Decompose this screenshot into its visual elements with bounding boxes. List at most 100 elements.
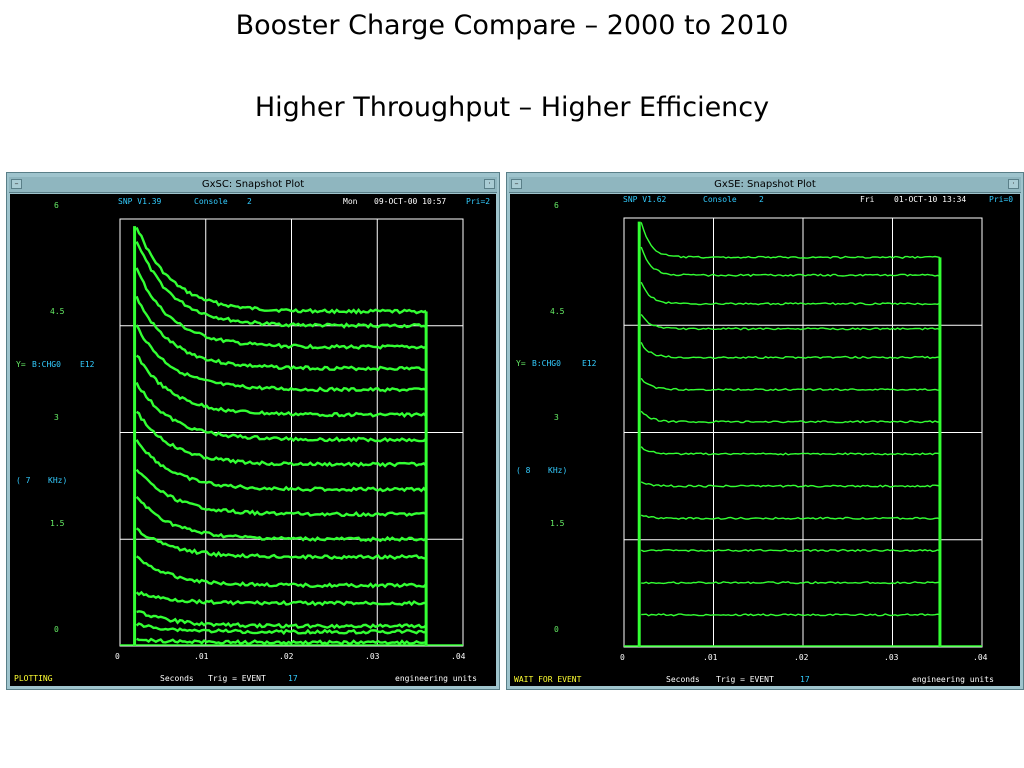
trace-series: [135, 354, 427, 419]
slide-subtitle: Higher Throughput – Higher Efficiency: [254, 92, 770, 123]
units-mode: engineering units: [912, 675, 994, 684]
snapshot-plot-right: 6 4.5 3 1.5 0 0 .01 .02 .03 .04 SNP V1.6…: [514, 195, 1013, 684]
snp-version: SNP V1.62: [623, 195, 667, 204]
trace-series: [135, 324, 427, 393]
y-tick-label: 0: [554, 625, 559, 634]
console-number: 2: [247, 197, 252, 206]
trace-series: [135, 439, 427, 493]
header-datetime: 09-OCT-00 10:57: [374, 197, 446, 206]
snapshot-plot-left: 6 4.5 3 1.5 0 0 .01 .02 .03 .04 SNP V1.3…: [14, 197, 490, 683]
trace-series: [641, 613, 940, 617]
trace-series: [640, 341, 940, 360]
slide-title: Booster Charge Compare – 2000 to 2010: [235, 10, 789, 41]
window-menu-button[interactable]: –: [511, 179, 522, 189]
x-tick-label: .03: [884, 653, 899, 662]
rate-value: ( 8: [516, 466, 531, 475]
snp-version: SNP V1.39: [118, 197, 162, 206]
trace-series: [136, 637, 427, 646]
snapshot-plot-window-left: – GxSC: Snapshot Plot · 6 4.5 3 1.5 0 0 …: [6, 172, 500, 690]
status-text: PLOTTING: [14, 674, 53, 683]
trace-series: [640, 446, 941, 456]
x-tick-labels: 0 .01 .02 .03 .04: [620, 653, 988, 662]
y-tick-label: 4.5: [50, 307, 65, 316]
trace-series: [135, 241, 427, 329]
y-tick-label: 6: [54, 201, 59, 210]
header-priority: Pri=2: [466, 197, 490, 206]
y-label-prefix: Y=: [16, 360, 26, 369]
y-label-prefix: Y=: [516, 359, 526, 368]
rate-unit: KHz): [548, 466, 567, 475]
trigger-label: Trig = EVENT: [716, 675, 774, 684]
trace-series: [640, 246, 941, 277]
trace-series: [640, 548, 941, 553]
window-minimize-button[interactable]: ·: [1008, 179, 1019, 189]
x-tick-label: .02: [279, 652, 294, 661]
x-tick-label: 0: [115, 652, 120, 661]
y-label-units: E12: [80, 360, 95, 369]
y-label-device: B:CHG0: [532, 359, 561, 368]
header-day: Mon: [343, 197, 358, 206]
trace-series: [135, 410, 427, 468]
y-label-device: B:CHG0: [32, 360, 61, 369]
trace-series: [135, 590, 427, 607]
trace-series: [640, 481, 941, 488]
window-titlebar[interactable]: – GxSE: Snapshot Plot ·: [509, 177, 1021, 193]
trace-series: [135, 267, 427, 350]
x-tick-labels: 0 .01 .02 .03 .04: [115, 652, 466, 661]
traces: [120, 226, 463, 646]
x-tick-label: .01: [194, 652, 209, 661]
header-day: Fri: [860, 195, 875, 204]
window-menu-button[interactable]: –: [11, 179, 22, 189]
y-tick-label: 0: [54, 625, 59, 634]
y-tick-label: 3: [54, 413, 59, 422]
rate-unit: KHz): [48, 476, 67, 485]
y-tick-label: 3: [554, 413, 559, 422]
units-mode: engineering units: [395, 674, 477, 683]
trace-series: [641, 580, 940, 585]
trace-series: [135, 496, 427, 543]
traces: [624, 221, 982, 647]
window-title: GxSC: Snapshot Plot: [201, 179, 305, 190]
y-label-units: E12: [582, 359, 597, 368]
trigger-label: Trig = EVENT: [208, 674, 266, 683]
status-text: WAIT FOR EVENT: [514, 675, 582, 684]
grid: [623, 217, 983, 648]
trace-series: [135, 468, 427, 518]
trace-series: [640, 281, 941, 306]
plot-screen: 6 4.5 3 1.5 0 0 .01 .02 .03 .04 SNP V1.3…: [10, 194, 496, 686]
console-label: Console: [194, 197, 228, 206]
y-tick-label: 4.5: [550, 307, 565, 316]
rate-value: ( 7: [16, 476, 31, 485]
x-tick-label: .04: [451, 652, 466, 661]
x-axis-label: Seconds: [160, 674, 194, 683]
trigger-event: 17: [800, 675, 810, 684]
y-tick-label: 6: [554, 201, 559, 210]
x-tick-label: 0: [620, 653, 625, 662]
trace-series: [135, 527, 427, 561]
x-tick-label: .04: [973, 653, 988, 662]
trace-series: [640, 377, 940, 392]
console-label: Console: [703, 195, 737, 204]
trace-series: [135, 295, 427, 372]
x-tick-label: .02: [794, 653, 809, 662]
grid: [119, 218, 464, 647]
trigger-event: 17: [288, 674, 298, 683]
trace-series: [640, 514, 941, 520]
trace-series: [135, 382, 427, 443]
y-tick-label: 1.5: [550, 519, 565, 528]
console-number: 2: [759, 195, 764, 204]
snapshot-plot-window-right: – GxSE: Snapshot Plot · 6 4.5 3 1.5 0 0 …: [506, 172, 1024, 690]
x-axis-label: Seconds: [666, 675, 700, 684]
window-minimize-button[interactable]: ·: [484, 179, 495, 189]
window-titlebar[interactable]: – GxSC: Snapshot Plot ·: [9, 177, 497, 193]
trace-series: [640, 410, 940, 424]
trace-series: [135, 622, 427, 636]
x-tick-label: .03: [365, 652, 380, 661]
trace-series: [640, 222, 941, 259]
window-title: GxSE: Snapshot Plot: [714, 179, 816, 190]
plot-screen: 6 4.5 3 1.5 0 0 .01 .02 .03 .04 SNP V1.6…: [510, 194, 1020, 686]
header-priority: Pri=0: [989, 195, 1013, 204]
trace-series: [135, 555, 427, 589]
trace-series: [640, 313, 941, 331]
x-tick-label: .01: [703, 653, 718, 662]
